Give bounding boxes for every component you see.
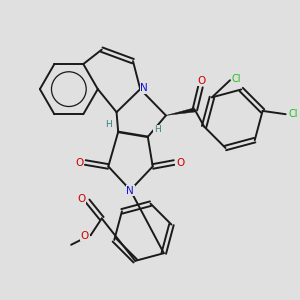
Polygon shape <box>166 108 195 116</box>
Text: O: O <box>176 158 184 167</box>
Text: Cl: Cl <box>232 74 242 84</box>
Text: O: O <box>81 230 89 241</box>
Text: N: N <box>127 186 134 196</box>
Text: H: H <box>154 125 160 134</box>
Text: O: O <box>197 76 205 86</box>
Text: H: H <box>106 120 112 129</box>
Text: Cl: Cl <box>288 109 298 119</box>
Text: N: N <box>140 83 148 94</box>
Text: O: O <box>77 194 86 204</box>
Text: O: O <box>75 158 83 167</box>
